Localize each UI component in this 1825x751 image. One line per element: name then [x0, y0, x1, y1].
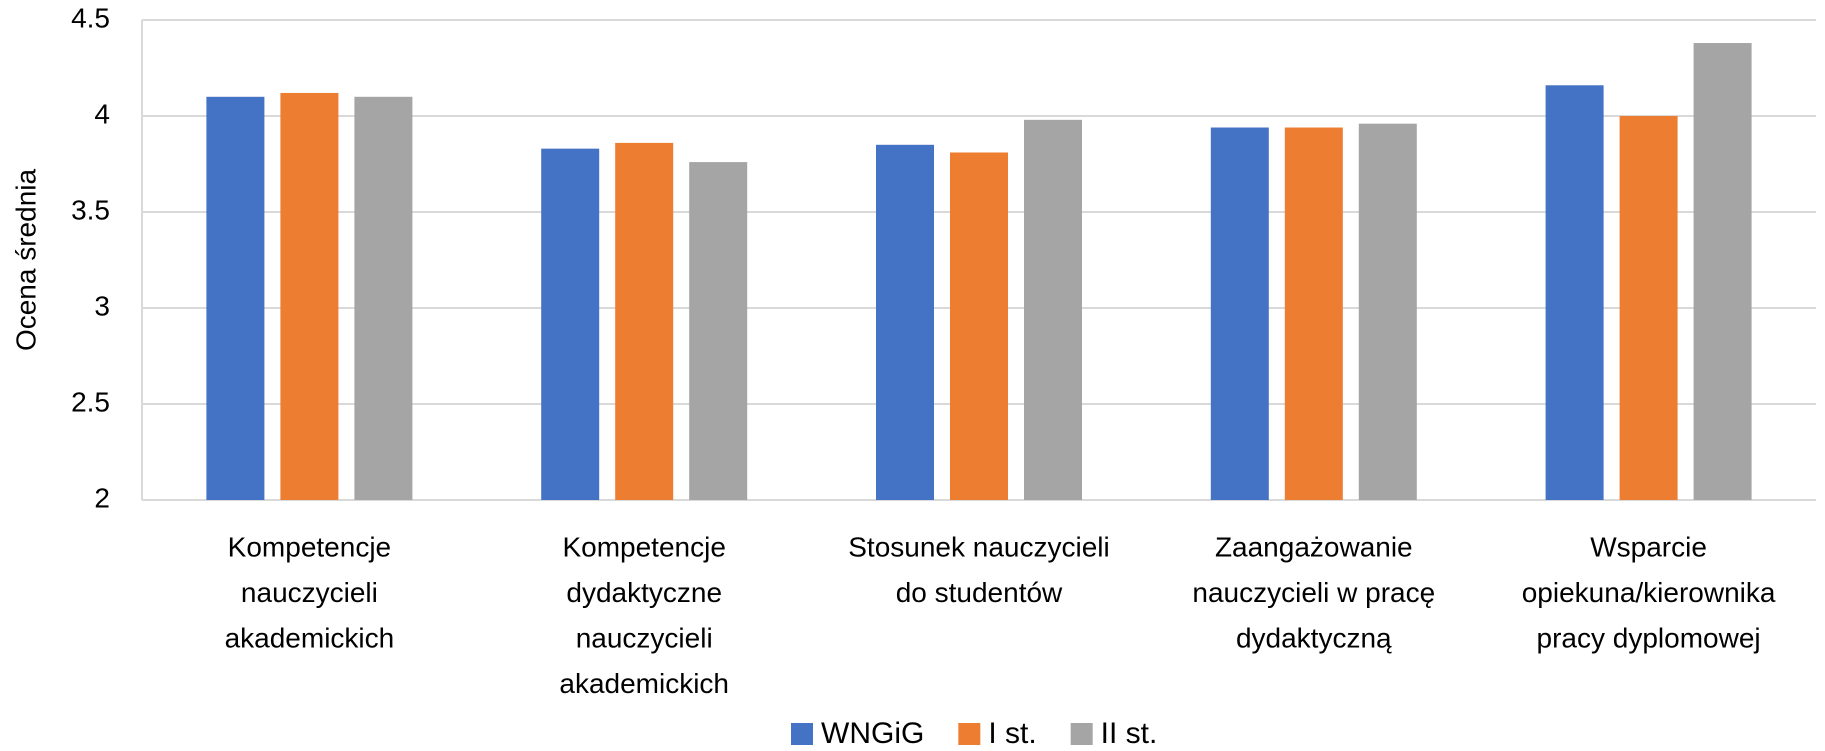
- x-tick-label: pracy dyplomowej: [1537, 622, 1761, 653]
- legend: WNGiG I st. II st.: [791, 717, 1157, 750]
- legend-label: II st.: [1101, 717, 1158, 750]
- bar: [615, 142, 674, 500]
- bar: [280, 92, 339, 501]
- legend-swatch: [958, 723, 981, 745]
- x-tick-label: akademickich: [225, 622, 395, 653]
- legend-label: WNGiG: [821, 717, 924, 750]
- y-axis-label: Ocena średnia: [10, 169, 41, 352]
- x-tick-label: Wsparcie: [1590, 531, 1707, 562]
- legend-swatch: [1070, 723, 1093, 745]
- x-tick-label: nauczycieli: [241, 577, 378, 608]
- bar: [689, 162, 748, 500]
- bar: [1619, 116, 1678, 500]
- bar: [206, 96, 265, 501]
- y-tick-label: 4: [94, 98, 110, 129]
- bar: [1024, 119, 1082, 500]
- x-tick-label: dydaktyczną: [1236, 622, 1392, 653]
- x-tick-label: akademickich: [559, 668, 729, 699]
- x-tick-label: dydaktyczne: [566, 577, 722, 608]
- bar: [1284, 127, 1343, 501]
- bar: [876, 144, 934, 501]
- bar: [354, 96, 413, 501]
- x-tick-label: Kompetencje: [562, 531, 725, 562]
- y-tick-label: 2.5: [71, 386, 110, 417]
- y-tick-label: 3: [94, 290, 110, 321]
- y-tick-label: 3.5: [71, 194, 110, 225]
- legend-swatch: [791, 723, 813, 745]
- y-tick-label: 2: [94, 482, 110, 513]
- bar: [541, 148, 600, 500]
- x-tick-label: nauczycieli: [576, 622, 713, 653]
- x-tick-label: do studentów: [896, 577, 1063, 608]
- bar: [1545, 85, 1604, 500]
- x-tick-label: Kompetencje: [228, 531, 391, 562]
- x-tick-label: nauczycieli w pracę: [1192, 577, 1435, 608]
- bar: [1358, 123, 1417, 501]
- bar: [950, 152, 1008, 501]
- bar: [1210, 127, 1269, 501]
- x-tick-label: Zaangażowanie: [1215, 531, 1413, 562]
- y-tick-label: 4.5: [71, 2, 110, 33]
- bar: [1693, 43, 1752, 500]
- legend-label: I st.: [988, 717, 1036, 750]
- x-tick-label: Stosunek nauczycieli: [848, 531, 1109, 562]
- x-tick-label: opiekuna/kierownika: [1522, 577, 1776, 608]
